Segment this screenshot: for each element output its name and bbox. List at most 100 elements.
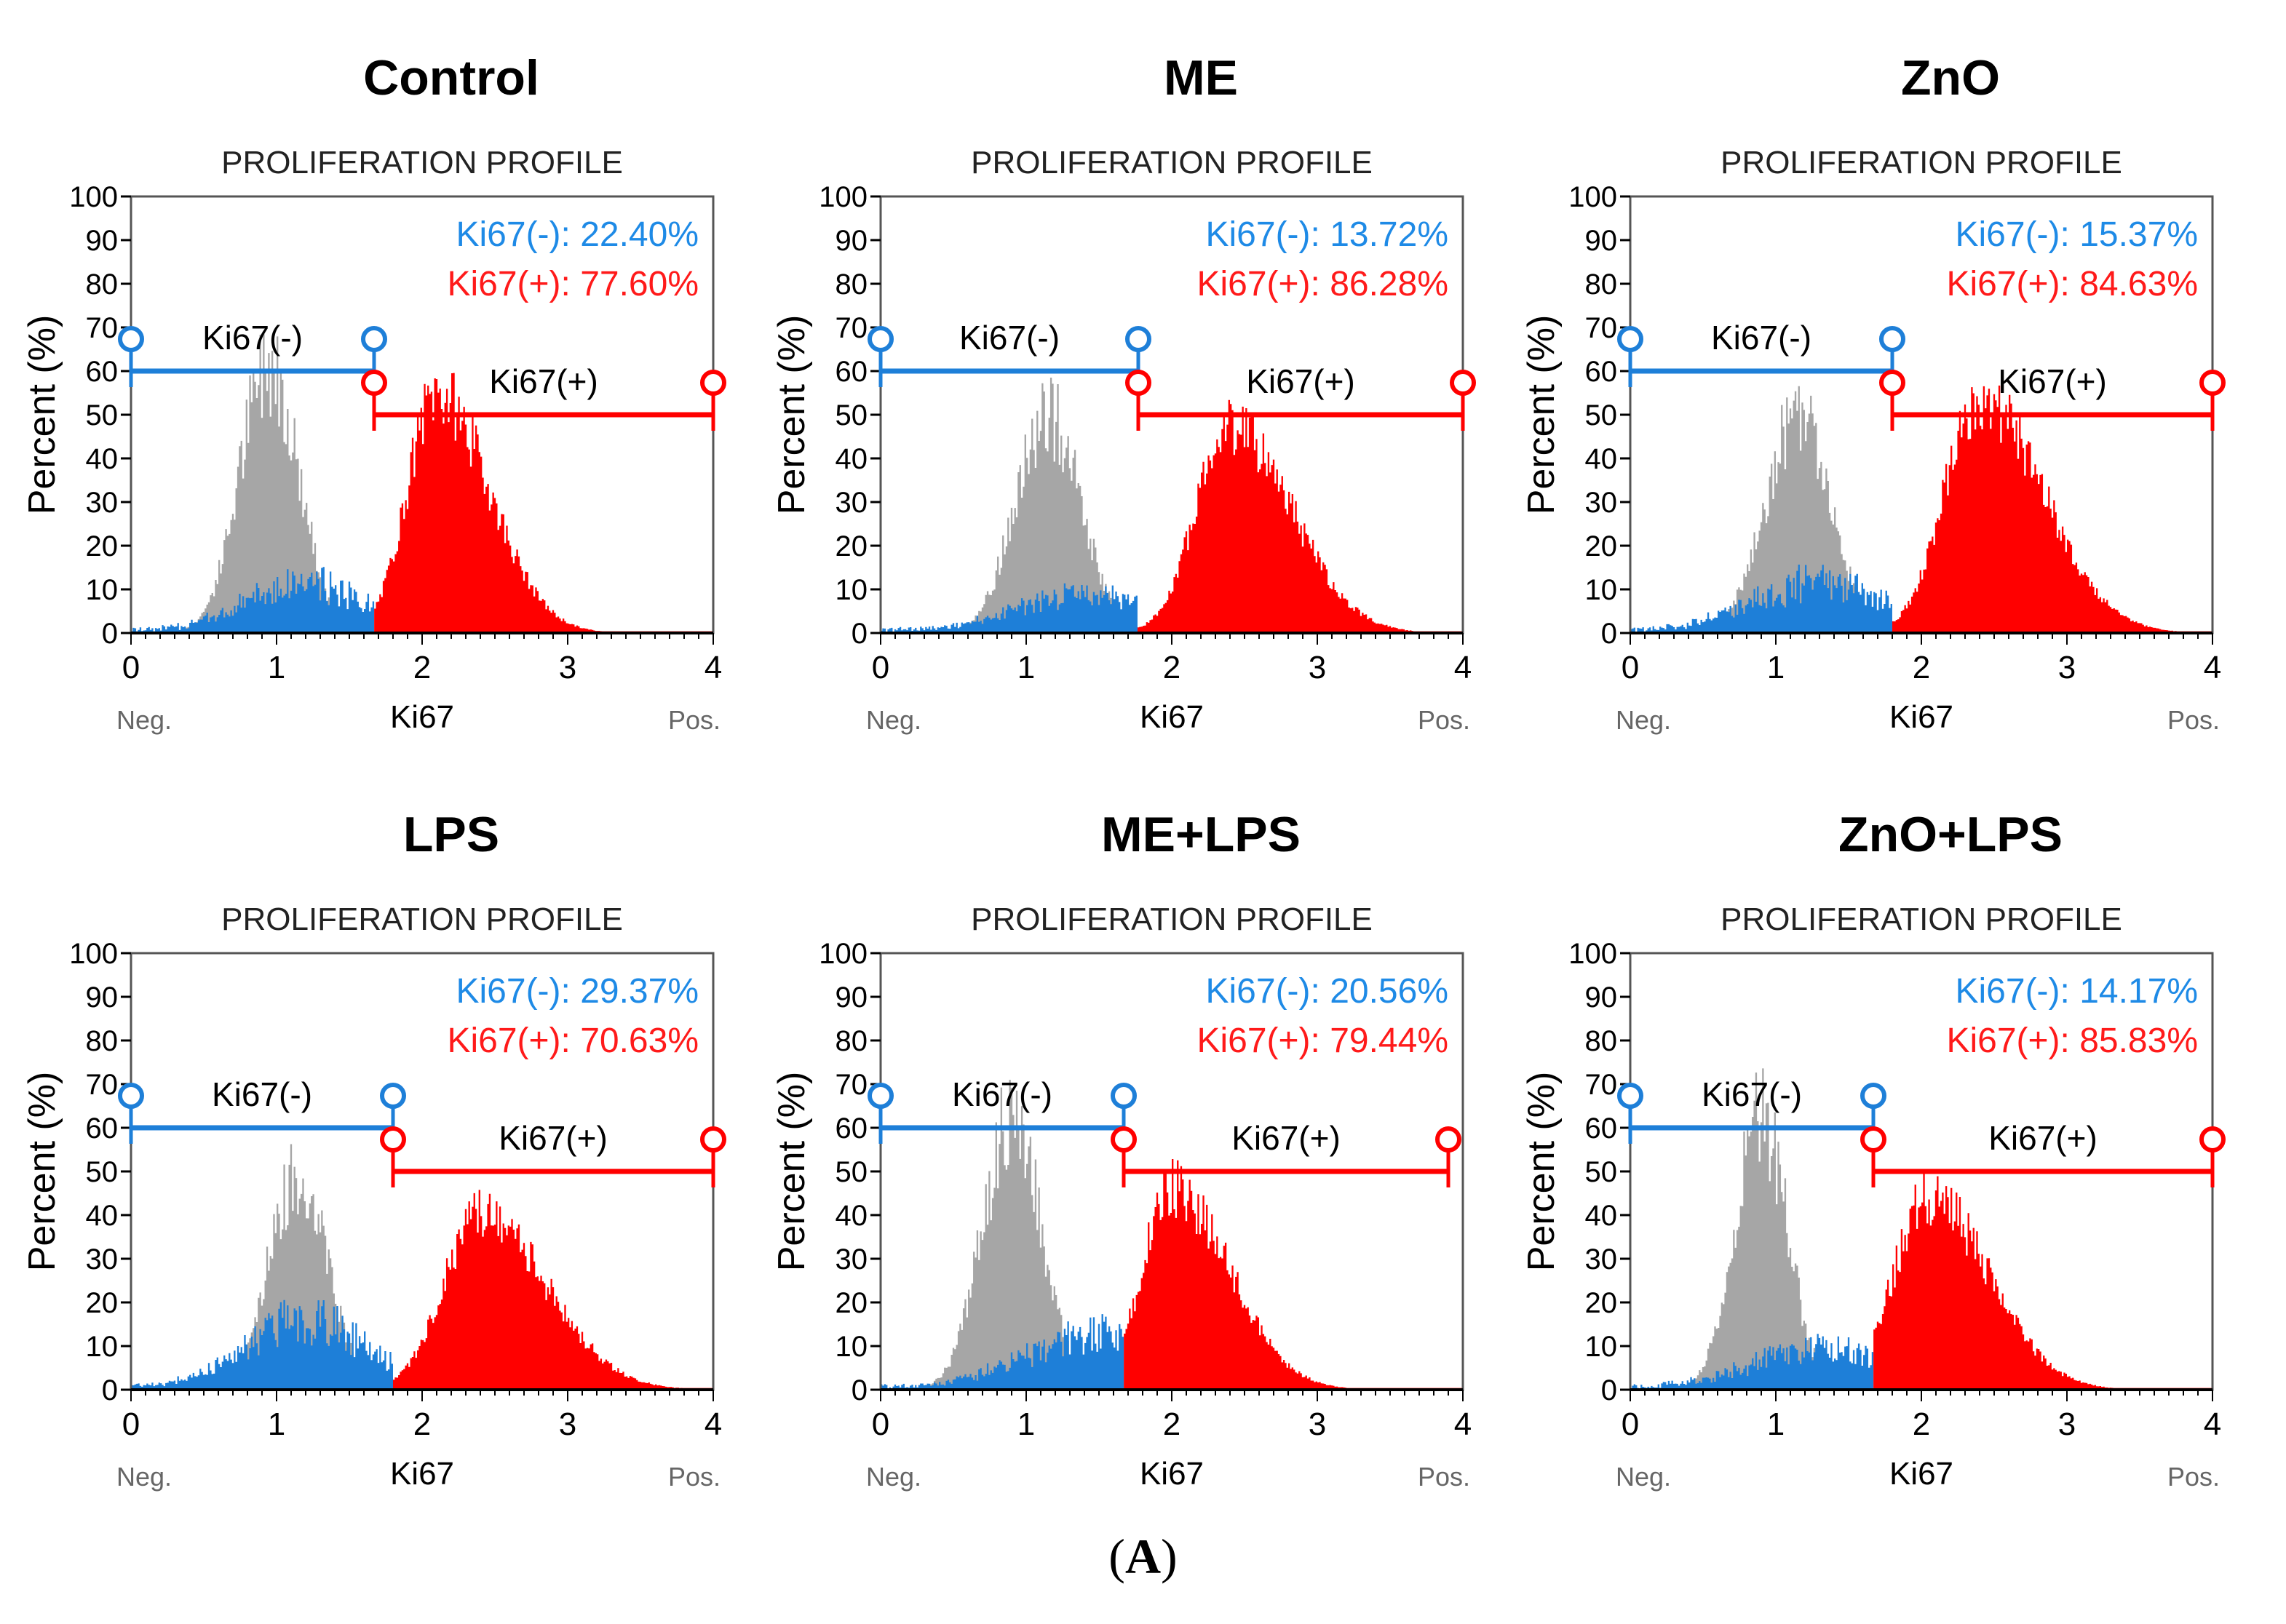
negative-gate-label: Ki67(-) — [1702, 1075, 1802, 1113]
positive-percent: Ki67(+): 77.60% — [447, 265, 699, 303]
y-tick-label: 0 — [1601, 618, 1617, 650]
y-tick-label: 20 — [836, 530, 868, 562]
y-tick-label: 90 — [1585, 225, 1618, 257]
positive-gate-handle[interactable] — [361, 370, 387, 396]
y-tick-label: 0 — [102, 618, 118, 650]
x-min-label: Neg. — [866, 705, 921, 735]
x-tick-label: 3 — [1309, 650, 1326, 685]
positive-gate-handle[interactable] — [2199, 370, 2226, 396]
positive-histogram — [1137, 399, 1463, 633]
x-tick-label: 3 — [1309, 1406, 1326, 1442]
y-tick-label: 70 — [1585, 312, 1618, 344]
x-tick-label: 4 — [1454, 1406, 1472, 1442]
x-axis-label: Ki67 — [1140, 1456, 1204, 1492]
y-tick-label: 60 — [1585, 1112, 1618, 1145]
y-tick-label: 70 — [836, 1069, 868, 1101]
x-tick-label: 0 — [1622, 650, 1639, 685]
positive-gate-handle[interactable] — [700, 1126, 726, 1153]
x-axis-label: Ki67 — [390, 1456, 454, 1492]
positive-gate-handle[interactable] — [1125, 370, 1151, 396]
y-tick-label: 100 — [69, 181, 118, 213]
chart-title: PROLIFERATION PROFILE — [1721, 901, 2122, 937]
y-tick-label: 100 — [819, 181, 868, 213]
x-min-label: Neg. — [116, 705, 172, 735]
positive-gate-handle[interactable] — [2199, 1126, 2226, 1153]
positive-gate-label: Ki67(+) — [1988, 1119, 2098, 1157]
y-tick-label: 20 — [1585, 530, 1618, 562]
y-tick-label: 80 — [86, 268, 119, 300]
y-tick-label: 40 — [1585, 1200, 1618, 1232]
negative-histogram — [881, 1314, 1124, 1390]
negative-gate-handle[interactable] — [1860, 1083, 1886, 1109]
x-tick-label: 0 — [122, 650, 140, 685]
x-max-label: Pos. — [668, 1462, 721, 1492]
panel-title: Control — [363, 50, 539, 106]
y-tick-label: 90 — [836, 225, 868, 257]
x-tick-label: 1 — [1767, 650, 1785, 685]
negative-gate-handle[interactable] — [868, 1083, 894, 1109]
y-tick-label: 50 — [1585, 399, 1618, 431]
negative-gate-handle[interactable] — [118, 326, 144, 352]
chart-panel-zno: ZnO PROLIFERATION PROFILE 0 10 20 30 40 50 60 70 8… — [1499, 15, 2256, 742]
y-tick-label: 90 — [86, 225, 119, 257]
y-tick-label: 70 — [86, 312, 119, 344]
y-tick-label: 20 — [1585, 1287, 1618, 1319]
y-tick-label: 80 — [1585, 1025, 1618, 1057]
panel-title: ZnO — [1901, 50, 2000, 106]
y-tick-label: 0 — [102, 1374, 118, 1406]
y-tick-label: 0 — [852, 1374, 868, 1406]
negative-gate-handle[interactable] — [380, 1083, 406, 1109]
positive-gate-handle[interactable] — [1860, 1126, 1886, 1153]
x-tick-label: 3 — [2058, 650, 2076, 685]
panel-title: ZnO+LPS — [1838, 807, 2063, 862]
y-tick-label: 100 — [1568, 181, 1617, 213]
positive-gate-handle[interactable] — [700, 370, 726, 396]
y-axis-label: Percent (%) — [1520, 315, 1563, 515]
positive-gate-handle[interactable] — [1435, 1126, 1461, 1153]
negative-gate-handle[interactable] — [1125, 326, 1151, 352]
negative-gate-label: Ki67(-) — [959, 319, 1060, 357]
positive-gate-handle[interactable] — [380, 1126, 406, 1153]
x-tick-label: 2 — [413, 1406, 431, 1442]
x-tick-label: 4 — [705, 650, 722, 685]
negative-gate-handle[interactable] — [1879, 326, 1905, 352]
positive-gate-handle[interactable] — [1111, 1126, 1137, 1153]
x-min-label: Neg. — [116, 1462, 172, 1492]
negative-gate-handle[interactable] — [118, 1083, 144, 1109]
negative-gate-label: Ki67(-) — [202, 319, 303, 357]
y-tick-label: 70 — [836, 312, 868, 344]
negative-gate-handle[interactable] — [1617, 1083, 1643, 1109]
y-tick-label: 60 — [836, 356, 868, 388]
chart-title: PROLIFERATION PROFILE — [1721, 145, 2122, 180]
negative-gate-handle[interactable] — [868, 326, 894, 352]
x-axis-label: Ki67 — [1889, 1456, 1953, 1492]
y-tick-label: 70 — [1585, 1069, 1618, 1101]
positive-histogram — [393, 1190, 713, 1390]
y-tick-label: 50 — [86, 1156, 119, 1188]
negative-percent: Ki67(-): 29.37% — [456, 972, 699, 1011]
x-tick-label: 2 — [1163, 1406, 1180, 1442]
x-tick-label: 1 — [1767, 1406, 1785, 1442]
positive-gate-handle[interactable] — [1450, 370, 1476, 396]
total-histogram — [881, 1080, 1124, 1390]
negative-gate-handle[interactable] — [1111, 1083, 1137, 1109]
panel-title: LPS — [403, 807, 499, 862]
positive-histogram — [1892, 385, 2212, 633]
negative-percent: Ki67(-): 20.56% — [1206, 972, 1449, 1011]
negative-gate-handle[interactable] — [361, 326, 387, 352]
positive-gate-label: Ki67(+) — [499, 1119, 608, 1157]
x-tick-label: 1 — [268, 1406, 285, 1442]
y-tick-label: 20 — [86, 530, 119, 562]
negative-histogram — [881, 583, 1138, 633]
positive-gate-handle[interactable] — [1879, 370, 1905, 396]
negative-histogram — [131, 1299, 393, 1390]
x-max-label: Pos. — [1418, 705, 1470, 735]
negative-gate-handle[interactable] — [1617, 326, 1643, 352]
y-tick-label: 40 — [86, 443, 119, 475]
positive-histogram — [1873, 1172, 2212, 1390]
y-tick-label: 60 — [836, 1112, 868, 1145]
y-tick-label: 70 — [86, 1069, 119, 1101]
y-tick-label: 0 — [852, 618, 868, 650]
